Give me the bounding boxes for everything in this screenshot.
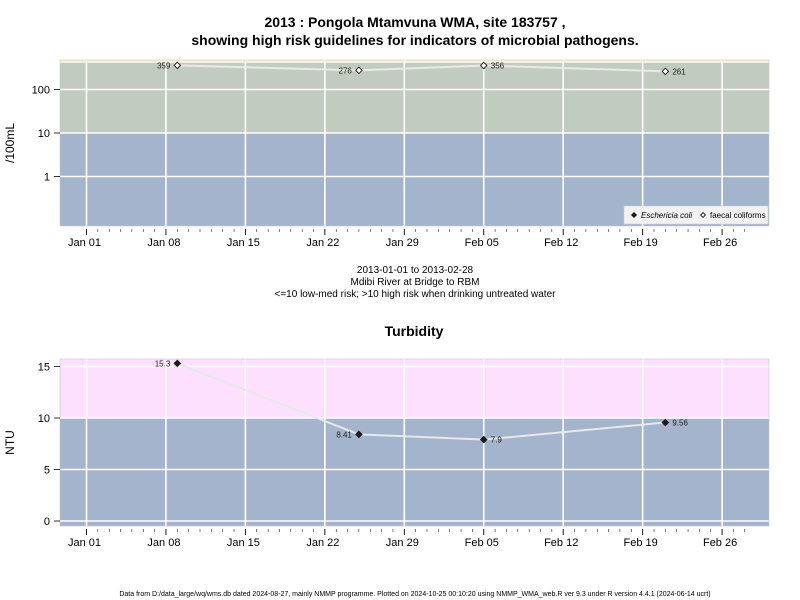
y-tick-label: 15 [38,362,50,374]
top-strip [60,60,769,63]
x-tick-label: Jan 29 [386,237,419,249]
x-tick-label: Feb 12 [544,537,578,549]
y-axis-title: /100mL [3,123,17,163]
data-label: 9.56 [672,419,688,428]
x-tick-label: Jan 01 [68,237,101,249]
data-point [173,61,182,70]
y-tick-label: 1 [44,172,50,184]
caption-risk-note: <=10 low-med risk; >10 high risk when dr… [275,289,557,300]
high-risk-band [60,359,769,418]
plot-frame [59,358,770,527]
data-point [479,435,488,444]
x-tick-label: Feb 12 [544,237,578,249]
data-label: 276 [339,66,353,75]
x-tick-label: Jan 29 [386,537,419,549]
data-label: 261 [672,67,686,76]
x-tick-label: Jan 08 [147,537,180,549]
y-tick-label: 10 [38,413,50,425]
microbial-panel: 1 10 100 Jan 01 Jan 08 Jan 15 Jan 22 Jan 29 Feb … [3,59,770,249]
x-tick-label: Feb 05 [465,237,499,249]
legend-label-faecal: faecal coliforms [710,211,766,220]
x-tick-label: Feb 05 [465,537,499,549]
legend: Eschericia coli faecal coliforms [623,205,769,225]
legend-marker-ecoli [630,211,638,219]
x-tick-label: Jan 22 [306,237,339,249]
series-line [177,64,666,73]
y-axis-title: NTU [3,430,17,455]
x-tick-label: Jan 08 [147,237,180,249]
footer-note: Data from D:/data_large/wq/wms.db dated … [119,591,710,598]
data-label: 356 [491,62,505,71]
y-tick-label: 10 [38,128,50,140]
chart-title-line2: showing high risk guidelines for indicat… [191,32,638,48]
data-label: 7.9 [491,436,503,445]
caption-site: Mdibi River at Bridge to RBM [351,277,480,288]
y-tick-label: 5 [44,465,50,477]
data-label: 359 [157,61,171,70]
data-label: 8.41 [336,430,352,439]
turbidity-panel: 0 5 10 15 Jan 01 Jan 08 Jan 15 Jan 22 Jan 29 Feb … [3,358,770,549]
series-line [176,362,666,441]
y-tick-label: 0 [44,516,50,528]
x-tick-label: Jan 01 [68,537,101,549]
data-label: 15.3 [155,359,171,368]
legend-box [623,205,769,225]
data-point [661,418,670,427]
x-tick-label: Feb 26 [703,537,737,549]
caption-date-range: 2013-01-01 to 2013-02-28 [357,265,474,276]
high-risk-band [60,60,769,133]
y-tick-label: 100 [32,85,50,97]
x-tick-label: Feb 26 [703,237,737,249]
x-tick-label: Feb 19 [624,537,658,549]
x-tick-label: Jan 15 [227,537,260,549]
legend-label-ecoli: Eschericia coli [641,211,692,220]
data-point [173,359,182,368]
x-tick-label: Feb 19 [624,237,658,249]
data-point [355,66,363,75]
plot-frame [59,59,770,227]
x-tick-label: Jan 15 [227,237,260,249]
chart-title-line1: 2013 : Pongola Mtamvuna WMA, site 183757… [264,14,565,30]
legend-marker-faecal [699,211,707,219]
data-point [479,61,488,70]
turbidity-title: Turbidity [385,323,444,339]
data-point [661,67,670,76]
x-tick-label: Jan 22 [306,537,339,549]
data-point [355,430,363,439]
